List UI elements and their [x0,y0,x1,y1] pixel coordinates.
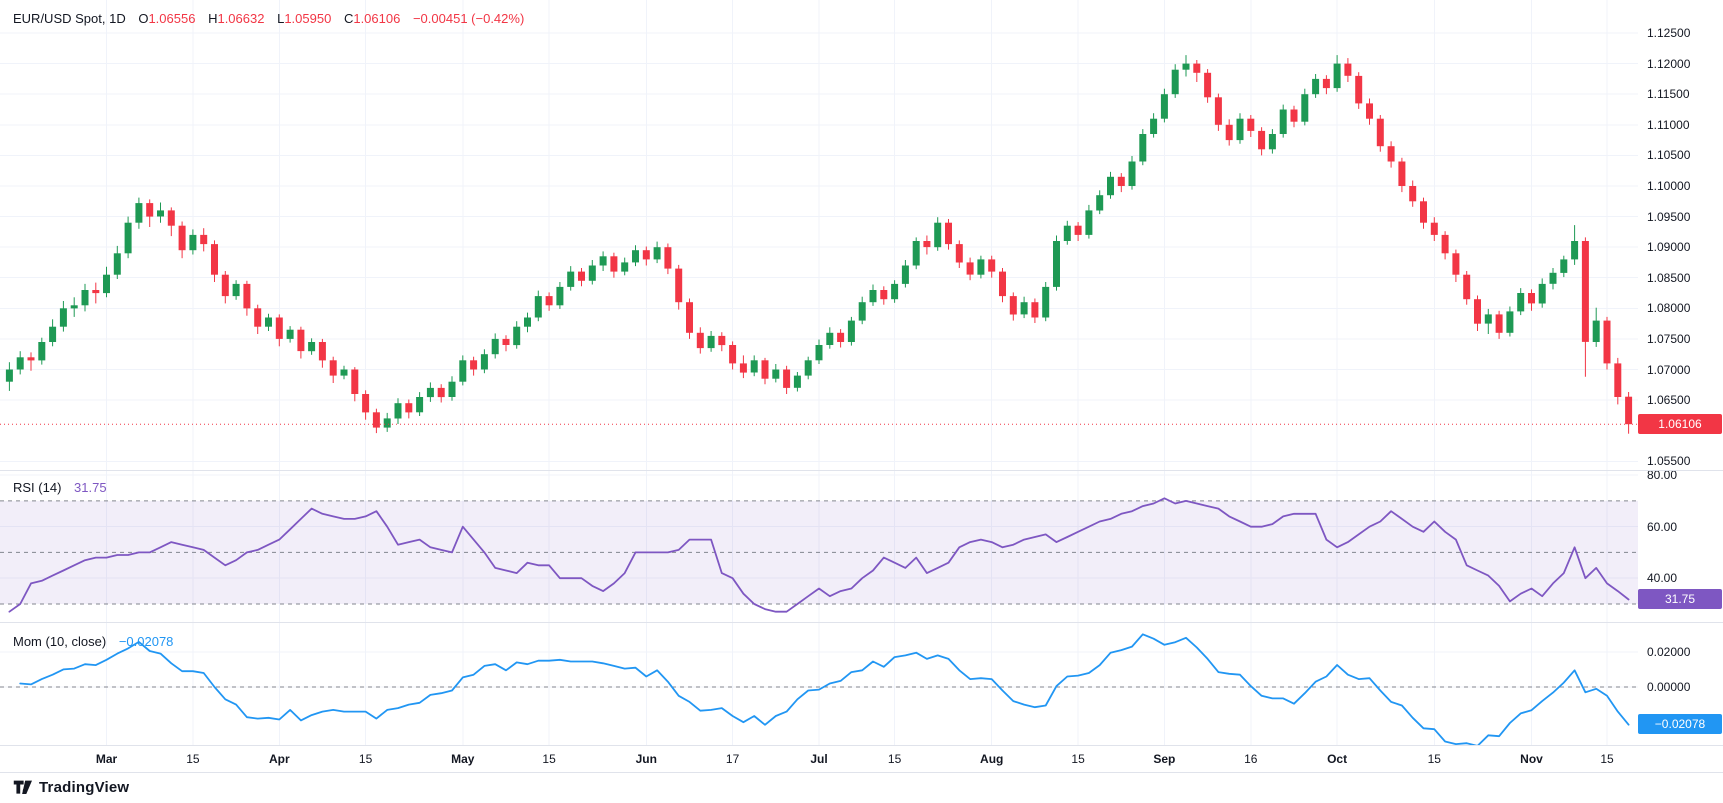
time-tick-day-label: 17 [725,752,740,766]
momentum-value: −0.02078 [118,634,174,649]
momentum-label: Mom (10, close) [13,634,107,649]
time-tick-day-label: 15 [1600,752,1614,766]
close-value: 1.06106 [353,11,401,26]
time-tick-day-label: 15 [1427,752,1441,766]
price-tick-label: 1.08500 [1647,270,1691,285]
time-tick-month-label: Oct [1327,752,1348,766]
time-tick-month-label: Sep [1153,752,1176,766]
momentum-tick-label: 0.02000 [1647,644,1691,659]
rsi-value: 31.75 [74,480,107,495]
price-tick-label: 1.08000 [1647,301,1691,316]
change-value: −0.00451 (−0.42%) [412,11,525,26]
candlestick-series [5,55,1633,434]
brand-text[interactable]: TradingView [39,779,130,796]
time-tick-day-label: 15 [542,752,556,766]
horizontal-gridlines [0,32,1638,688]
momentum-legend[interactable]: Mom (10, close) −0.02078 [13,633,173,651]
time-tick-month-label: Mar [95,752,118,766]
time-tick-month-label: Aug [980,752,1004,766]
time-tick-day-label: 15 [358,752,373,766]
time-axis-scale[interactable]: Mar 15 Apr 15 May 15 Jun 17 Jul 15 Aug 15 Sep 16 Oct 15… [0,745,1638,772]
price-tick-label: 1.09500 [1647,209,1691,224]
price-tick-label: 1.07500 [1647,331,1691,346]
rsi-tick-label: 40.00 [1647,571,1678,586]
open-label: O [138,11,149,26]
price-tick-label: 1.10000 [1647,178,1691,193]
price-tick-label: 1.07000 [1647,362,1691,377]
high-label: H [208,11,218,26]
time-tick-day-label: 16 [1244,752,1258,766]
price-tick-label: 1.12000 [1647,56,1691,71]
symbol-legend[interactable]: EUR/USD Spot, 1D O1.06556 H1.06632 L1.05… [13,10,524,28]
tradingview-logo-icon[interactable] [13,779,32,796]
last-price-badge: 1.06106 [1638,414,1722,435]
time-tick-day-label: 15 [887,752,902,766]
pane-divider-price-rsi[interactable] [0,470,1723,471]
footer-bar: TradingView [0,772,1723,802]
open-value: 1.06556 [148,11,196,26]
chart-canvas[interactable] [0,0,1638,745]
time-tick-month-label: Apr [268,752,290,766]
rsi-tick-label: 60.00 [1647,519,1678,534]
time-tick-month-label: May [451,752,475,766]
rsi-tick-label: 80.00 [1647,468,1678,483]
price-axis-scale[interactable]: 1.12500 1.12000 1.11500 1.11000 1.10500 1.100… [1638,0,1723,745]
rsi-level-lines [0,500,1638,605]
close-label: C [343,11,354,26]
price-tick-label: 1.06500 [1647,393,1691,408]
time-tick-month-label: Nov [1520,752,1543,766]
high-value: 1.06632 [217,11,265,26]
price-tick-label: 1.11500 [1647,87,1690,102]
price-tick-label: 1.05500 [1647,454,1691,469]
rsi-legend[interactable]: RSI (14) 31.75 [13,479,107,497]
price-tick-label: 1.11000 [1647,117,1690,132]
price-tick-label: 1.12500 [1647,26,1691,41]
rsi-line [8,497,1630,613]
momentum-line [19,633,1630,745]
price-tick-label: 1.09000 [1647,240,1691,255]
momentum-value-badge: −0.02078 [1638,713,1722,734]
rsi-label: RSI (14) [13,480,62,495]
vertical-gridlines [106,0,1608,745]
rsi-value-badge: 31.75 [1638,589,1722,610]
time-tick-day-label: 15 [186,752,200,766]
low-value: 1.05950 [284,11,332,26]
pane-divider-rsi-mom[interactable] [0,622,1723,623]
time-tick-month-label: Jul [810,752,828,766]
price-tick-label: 1.10500 [1647,148,1691,163]
momentum-tick-label: 0.00000 [1647,680,1691,694]
low-label: L [277,11,285,26]
pane-divider-mom-timeaxis [0,745,1723,746]
time-tick-month-label: Jun [635,752,657,766]
symbol-title: EUR/USD Spot, 1D [13,11,126,26]
time-tick-day-label: 15 [1071,752,1085,766]
